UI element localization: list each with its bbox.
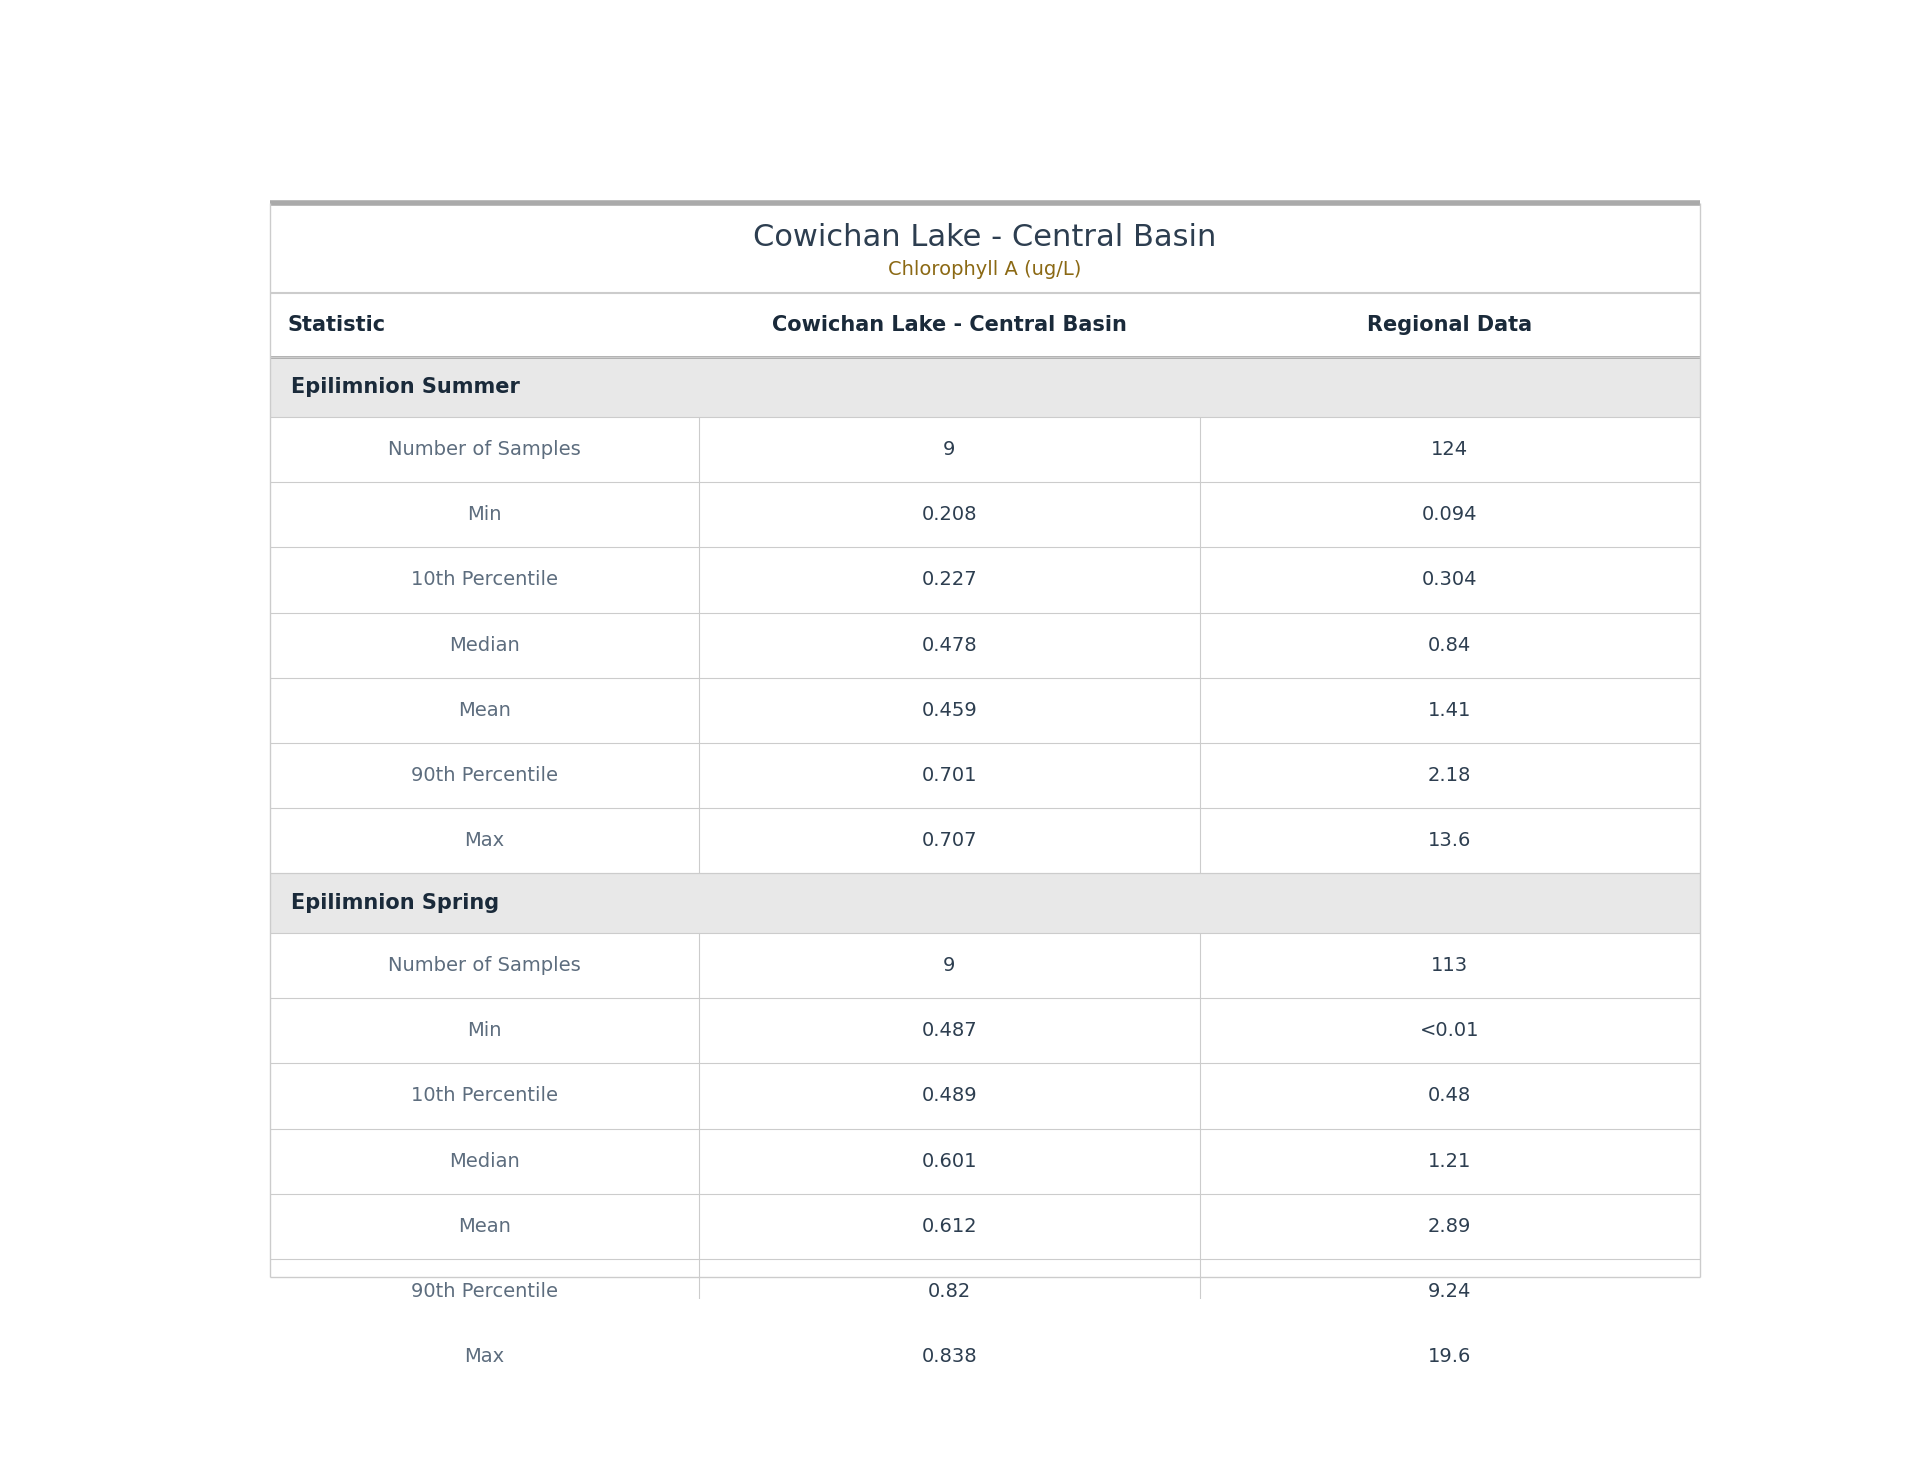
Text: Max: Max [465, 1348, 505, 1367]
Text: 10th Percentile: 10th Percentile [411, 1086, 557, 1105]
Text: Mean: Mean [457, 701, 511, 720]
Text: 13.6: 13.6 [1428, 831, 1472, 850]
Text: Number of Samples: Number of Samples [388, 439, 580, 458]
Text: 0.094: 0.094 [1422, 505, 1478, 524]
Text: 0.84: 0.84 [1428, 635, 1472, 654]
Text: 0.612: 0.612 [921, 1216, 976, 1235]
Bar [269, 933, 1699, 999]
Bar [269, 1259, 1699, 1324]
Text: Epilimnion Spring: Epilimnion Spring [290, 894, 500, 912]
Bar [269, 613, 1699, 677]
Text: Median: Median [450, 1152, 521, 1171]
Bar [269, 1194, 1699, 1259]
Text: 9.24: 9.24 [1428, 1282, 1472, 1301]
Text: 0.48: 0.48 [1428, 1086, 1472, 1105]
Text: 0.459: 0.459 [921, 701, 976, 720]
Bar [269, 358, 1699, 418]
Text: 90th Percentile: 90th Percentile [411, 1282, 557, 1301]
Text: Cowichan Lake - Central Basin: Cowichan Lake - Central Basin [753, 222, 1217, 251]
Text: 124: 124 [1432, 439, 1468, 458]
Text: 90th Percentile: 90th Percentile [411, 766, 557, 785]
Text: 1.41: 1.41 [1428, 701, 1472, 720]
Bar [269, 999, 1699, 1063]
Text: 9: 9 [944, 439, 955, 458]
Text: Mean: Mean [457, 1216, 511, 1235]
Text: 1.21: 1.21 [1428, 1152, 1472, 1171]
Text: 0.227: 0.227 [921, 571, 976, 590]
Text: 0.304: 0.304 [1422, 571, 1478, 590]
Text: Max: Max [465, 831, 505, 850]
Text: Median: Median [450, 635, 521, 654]
Text: Cowichan Lake - Central Basin: Cowichan Lake - Central Basin [773, 315, 1126, 336]
Bar [269, 1324, 1699, 1390]
Text: 0.208: 0.208 [921, 505, 976, 524]
Text: 113: 113 [1432, 956, 1468, 975]
Bar [269, 482, 1699, 548]
Text: 2.18: 2.18 [1428, 766, 1472, 785]
Bar [269, 743, 1699, 809]
Text: 0.487: 0.487 [921, 1021, 976, 1040]
Text: 10th Percentile: 10th Percentile [411, 571, 557, 590]
Text: Number of Samples: Number of Samples [388, 956, 580, 975]
Text: 0.489: 0.489 [921, 1086, 976, 1105]
Text: 2.89: 2.89 [1428, 1216, 1472, 1235]
Text: 0.707: 0.707 [921, 831, 976, 850]
Text: Min: Min [467, 1021, 502, 1040]
Bar [269, 1063, 1699, 1129]
Text: 0.838: 0.838 [921, 1348, 976, 1367]
Text: 0.82: 0.82 [928, 1282, 971, 1301]
Text: Regional Data: Regional Data [1367, 315, 1532, 336]
Bar [269, 418, 1699, 482]
Text: 0.601: 0.601 [921, 1152, 976, 1171]
Bar [269, 1129, 1699, 1194]
Text: <0.01: <0.01 [1420, 1021, 1480, 1040]
Bar [269, 548, 1699, 613]
Bar [269, 677, 1699, 743]
Bar [269, 809, 1699, 873]
Bar [269, 293, 1699, 358]
Text: 19.6: 19.6 [1428, 1348, 1472, 1367]
Text: Chlorophyll A (ug/L): Chlorophyll A (ug/L) [888, 260, 1082, 279]
Text: 9: 9 [944, 956, 955, 975]
Text: 0.478: 0.478 [921, 635, 976, 654]
Text: Epilimnion Summer: Epilimnion Summer [290, 377, 519, 397]
Text: Min: Min [467, 505, 502, 524]
Bar [269, 873, 1699, 933]
Text: 0.701: 0.701 [921, 766, 976, 785]
Text: Statistic: Statistic [288, 315, 386, 336]
